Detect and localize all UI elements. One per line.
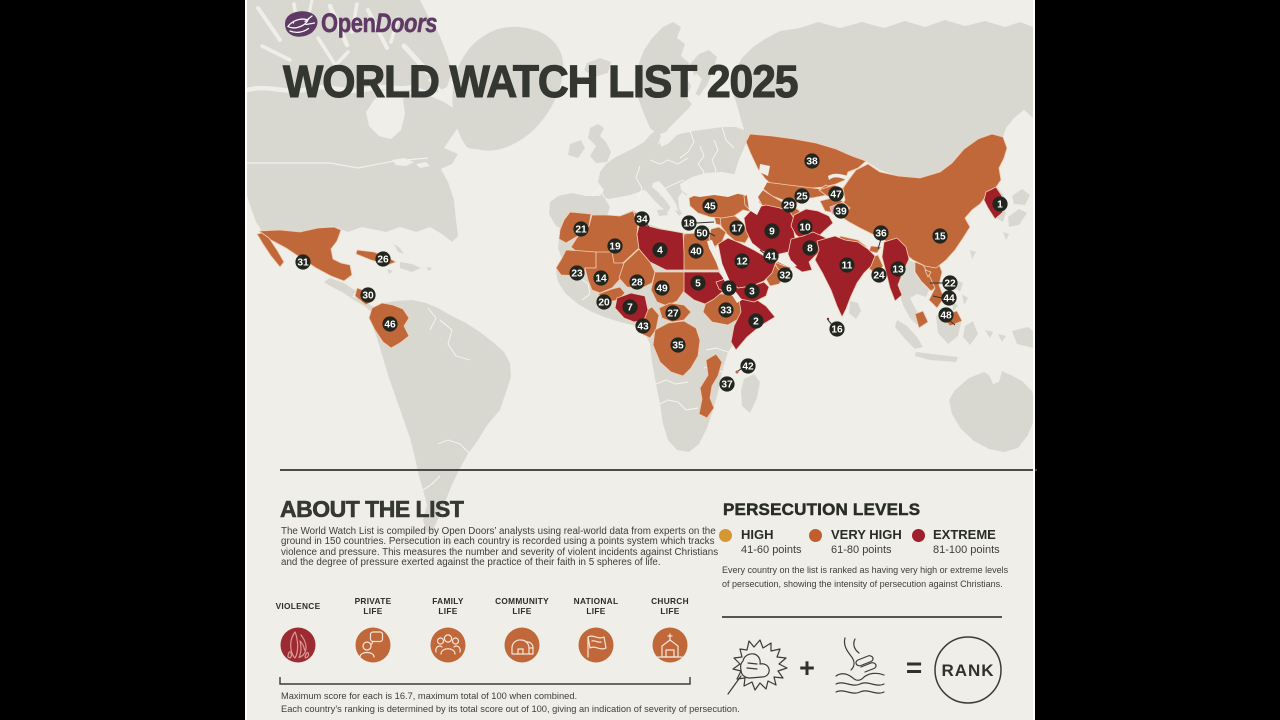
svg-text:16: 16: [831, 325, 843, 336]
svg-text:7: 7: [627, 303, 633, 314]
svg-text:50: 50: [696, 229, 708, 240]
svg-text:34: 34: [636, 215, 648, 226]
svg-text:25: 25: [796, 192, 808, 203]
svg-text:+: +: [799, 653, 815, 683]
svg-text:31: 31: [297, 258, 309, 269]
svg-text:49: 49: [656, 284, 668, 295]
svg-text:46: 46: [384, 320, 396, 331]
svg-text:22: 22: [944, 279, 956, 290]
svg-text:RANK: RANK: [941, 661, 994, 680]
svg-text:26: 26: [377, 255, 389, 266]
svg-text:18: 18: [683, 219, 695, 230]
svg-text:3: 3: [749, 287, 755, 298]
svg-text:35: 35: [672, 341, 684, 352]
svg-text:14: 14: [595, 274, 607, 285]
svg-text:8: 8: [807, 244, 813, 255]
svg-text:21: 21: [575, 225, 587, 236]
svg-text:43: 43: [637, 322, 649, 333]
svg-text:23: 23: [571, 269, 583, 280]
svg-text:2: 2: [753, 317, 759, 328]
svg-text:41: 41: [765, 252, 777, 263]
svg-text:38: 38: [806, 157, 818, 168]
svg-text:4: 4: [657, 246, 663, 257]
svg-text:28: 28: [631, 278, 643, 289]
svg-text:19: 19: [609, 242, 621, 253]
svg-text:15: 15: [934, 232, 946, 243]
svg-text:1: 1: [997, 200, 1003, 211]
svg-text:5: 5: [695, 279, 701, 290]
svg-text:20: 20: [598, 298, 610, 309]
svg-text:24: 24: [873, 271, 885, 282]
svg-text:30: 30: [362, 291, 374, 302]
svg-text:48: 48: [940, 311, 952, 322]
svg-text:13: 13: [892, 265, 904, 276]
svg-text:9: 9: [769, 227, 775, 238]
svg-text:12: 12: [736, 257, 748, 268]
svg-text:29: 29: [783, 201, 795, 212]
svg-text:45: 45: [704, 202, 716, 213]
svg-text:44: 44: [943, 294, 955, 305]
svg-text:10: 10: [799, 223, 811, 234]
svg-text:36: 36: [875, 229, 887, 240]
svg-text:6: 6: [726, 284, 732, 295]
svg-text:11: 11: [842, 261, 853, 272]
svg-text:27: 27: [667, 309, 679, 320]
svg-text:33: 33: [720, 306, 732, 317]
svg-text:42: 42: [742, 362, 754, 373]
svg-text:32: 32: [779, 271, 791, 282]
svg-text:39: 39: [835, 207, 847, 218]
svg-text:=: =: [906, 652, 922, 683]
svg-text:47: 47: [830, 190, 842, 201]
svg-text:40: 40: [690, 247, 702, 258]
svg-text:17: 17: [731, 224, 743, 235]
svg-text:37: 37: [721, 380, 733, 391]
